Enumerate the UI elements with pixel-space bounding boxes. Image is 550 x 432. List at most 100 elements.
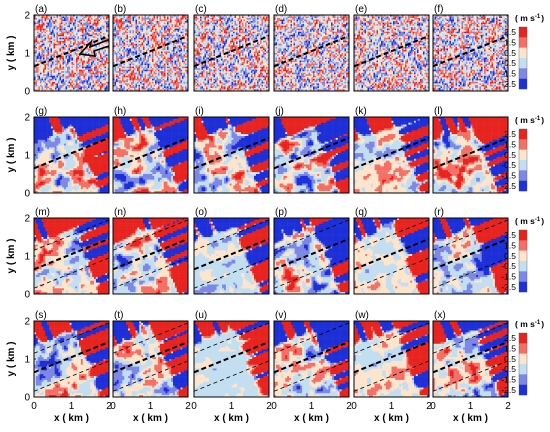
reference-line <box>433 34 508 68</box>
panel-label: (x) <box>434 310 446 321</box>
colorbar-tick-label: -1.5 <box>501 375 516 385</box>
panel-label: (a) <box>35 4 47 15</box>
y-tick-label: 0 <box>24 189 30 200</box>
heatmap-cells <box>34 15 109 91</box>
y-tick-label: 1 <box>24 355 30 366</box>
colorbar-tick-label: 0.5 <box>504 48 516 58</box>
panel-w: (w) 0 1 2 x ( km ) <box>351 310 432 424</box>
panel-frame <box>273 320 350 398</box>
panel-label: (j) <box>275 106 284 117</box>
colorbar-level <box>519 281 527 293</box>
colorbar-level <box>519 353 527 365</box>
colorbar-level <box>519 230 527 241</box>
x-tick-label: 0 <box>351 401 357 412</box>
x-tick-label: 1 <box>389 401 395 412</box>
panel-label: (c) <box>195 4 207 15</box>
panel-frame <box>353 116 430 194</box>
wind-arrow-icon <box>78 39 109 57</box>
panel-frame <box>112 116 189 194</box>
panel-frame <box>273 116 350 194</box>
y-tick-label: 2 <box>24 11 30 22</box>
colorbar-level <box>519 343 527 354</box>
reference-line <box>194 136 269 170</box>
colorbar-level <box>519 180 527 192</box>
panel-v: (v) 0 1 2 x ( km ) <box>271 310 352 424</box>
panel-t: (t) 0 1 2 x ( km ) <box>110 310 191 424</box>
panel-e: (e) <box>353 4 430 92</box>
x-tick-label: 1 <box>229 401 235 412</box>
colorbars: 2.51.50.5-0.5-1.5-2.5( m s-1)2.51.50.5-0… <box>501 13 544 396</box>
colorbar-tick-label: -0.5 <box>501 261 516 271</box>
panel-label: (g) <box>35 106 47 117</box>
reference-line <box>433 136 508 170</box>
panel-label: (s) <box>35 310 47 321</box>
panel-i: (i) <box>193 106 270 194</box>
x-tick-label: 1 <box>468 401 474 412</box>
heatmap-cells <box>34 117 109 193</box>
panel-m: (m) 0 1 2 y ( km ) <box>6 207 110 301</box>
heatmap-cells <box>433 117 508 193</box>
heatmap-cells <box>113 218 188 294</box>
x-tick-label: 2 <box>106 401 112 412</box>
panel-frame <box>432 116 509 194</box>
reference-line <box>274 237 349 271</box>
colorbar-tick-label: -2.5 <box>501 181 516 191</box>
reference-line <box>34 136 109 170</box>
reference-line <box>34 340 109 374</box>
reference-line <box>113 136 188 170</box>
heatmap-cells <box>274 15 349 91</box>
colorbar-level <box>519 37 527 48</box>
colorbar-tick-label: -0.5 <box>501 160 516 170</box>
colorbar-level <box>519 261 527 272</box>
heatmap-cells <box>34 218 109 294</box>
colorbar-unit: ( m s-1) <box>515 13 544 23</box>
reference-line <box>194 237 269 271</box>
panel-j: (j) <box>273 106 350 194</box>
y-axis-label: y ( km ) <box>6 137 17 172</box>
x-tick-label: 1 <box>309 401 315 412</box>
panel-label: (t) <box>114 310 123 321</box>
y-axis-label: y ( km ) <box>6 341 17 376</box>
colorbar-unit: ( m s-1) <box>515 216 544 226</box>
panel-label: (h) <box>114 106 126 117</box>
colorbar-tick-label: 1.5 <box>504 140 516 150</box>
colorbar-tick-label: 1.5 <box>504 241 516 251</box>
reference-line <box>354 136 429 170</box>
panel-label: (v) <box>275 310 287 321</box>
colorbar-level <box>519 384 527 396</box>
colorbar-level <box>519 374 527 385</box>
reference-line <box>113 340 188 374</box>
heatmap-cells <box>113 117 188 193</box>
reference-line <box>354 237 429 271</box>
colorbar-tick-label: 1.5 <box>504 38 516 48</box>
x-tick-label: 2 <box>266 401 272 412</box>
colorbar-unit: ( m s-1) <box>515 115 544 125</box>
reference-line <box>34 34 109 68</box>
colorbar-level <box>519 149 527 161</box>
panel-frame <box>432 14 509 92</box>
panel-label: (p) <box>275 207 287 218</box>
panel-frame <box>273 217 350 295</box>
panel-o: (o) <box>193 207 270 295</box>
panel-label: (w) <box>355 310 369 321</box>
y-tick-label: 0 <box>24 87 30 98</box>
panel-frame <box>432 320 509 398</box>
reference-line <box>113 34 188 68</box>
reference-line <box>433 237 508 271</box>
colorbar-tick-label: 1.5 <box>504 344 516 354</box>
colorbar-level <box>519 139 527 150</box>
panel-frame <box>193 14 270 92</box>
panel-n: (n) <box>112 207 189 295</box>
colorbar-tick-label: 0.5 <box>504 354 516 364</box>
heatmap-cells <box>194 117 269 193</box>
colorbar-level <box>519 58 527 69</box>
x-tick-label: 0 <box>31 401 37 412</box>
heatmap-cells <box>274 218 349 294</box>
panel-label: (i) <box>195 106 204 117</box>
colorbar-level <box>519 170 527 181</box>
reference-line <box>433 340 508 374</box>
reference-line <box>354 34 429 68</box>
panel-frame <box>353 217 430 295</box>
panel-h: (h) <box>112 106 189 194</box>
